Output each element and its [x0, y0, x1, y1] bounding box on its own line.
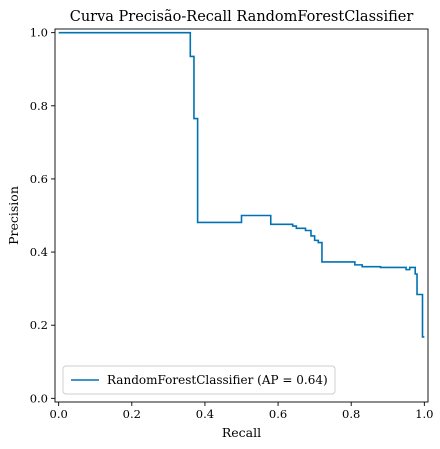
- legend-box: [62, 365, 336, 395]
- y-tick-label: 1.0: [30, 26, 48, 40]
- y-tick-label: 0.6: [30, 172, 48, 186]
- plot-frame: [54, 28, 429, 403]
- y-tick-label: 0.2: [30, 318, 48, 332]
- chart-title: Curva Precisão-Recall RandomForestClassi…: [70, 9, 414, 25]
- x-tick-label: 1.0: [415, 407, 433, 421]
- legend-entry-label: RandomForestClassifier (AP = 0.64): [107, 373, 328, 387]
- x-tick-label: 0.0: [50, 407, 68, 421]
- plot-area: [54, 28, 429, 403]
- y-tick-label: 0.8: [30, 99, 48, 113]
- series-line-0: [58, 31, 425, 338]
- y-axis-ticks: 0.0 0.2 0.4 0.6 0.8 1.0: [30, 26, 55, 405]
- y-axis-label: Precision: [6, 186, 21, 245]
- x-tick-label: 0.2: [123, 407, 141, 421]
- y-tick-label: 0.4: [30, 245, 48, 259]
- x-tick-label: 0.8: [342, 407, 360, 421]
- y-tick-label: 0.0: [30, 391, 48, 405]
- x-tick-label: 0.4: [196, 407, 214, 421]
- legend: RandomForestClassifier (AP = 0.64): [62, 365, 336, 395]
- x-axis-ticks: 0.0 0.2 0.4 0.6 0.8 1.0: [50, 402, 433, 421]
- x-axis-label: Recall: [222, 425, 261, 440]
- x-tick-label: 0.6: [269, 407, 287, 421]
